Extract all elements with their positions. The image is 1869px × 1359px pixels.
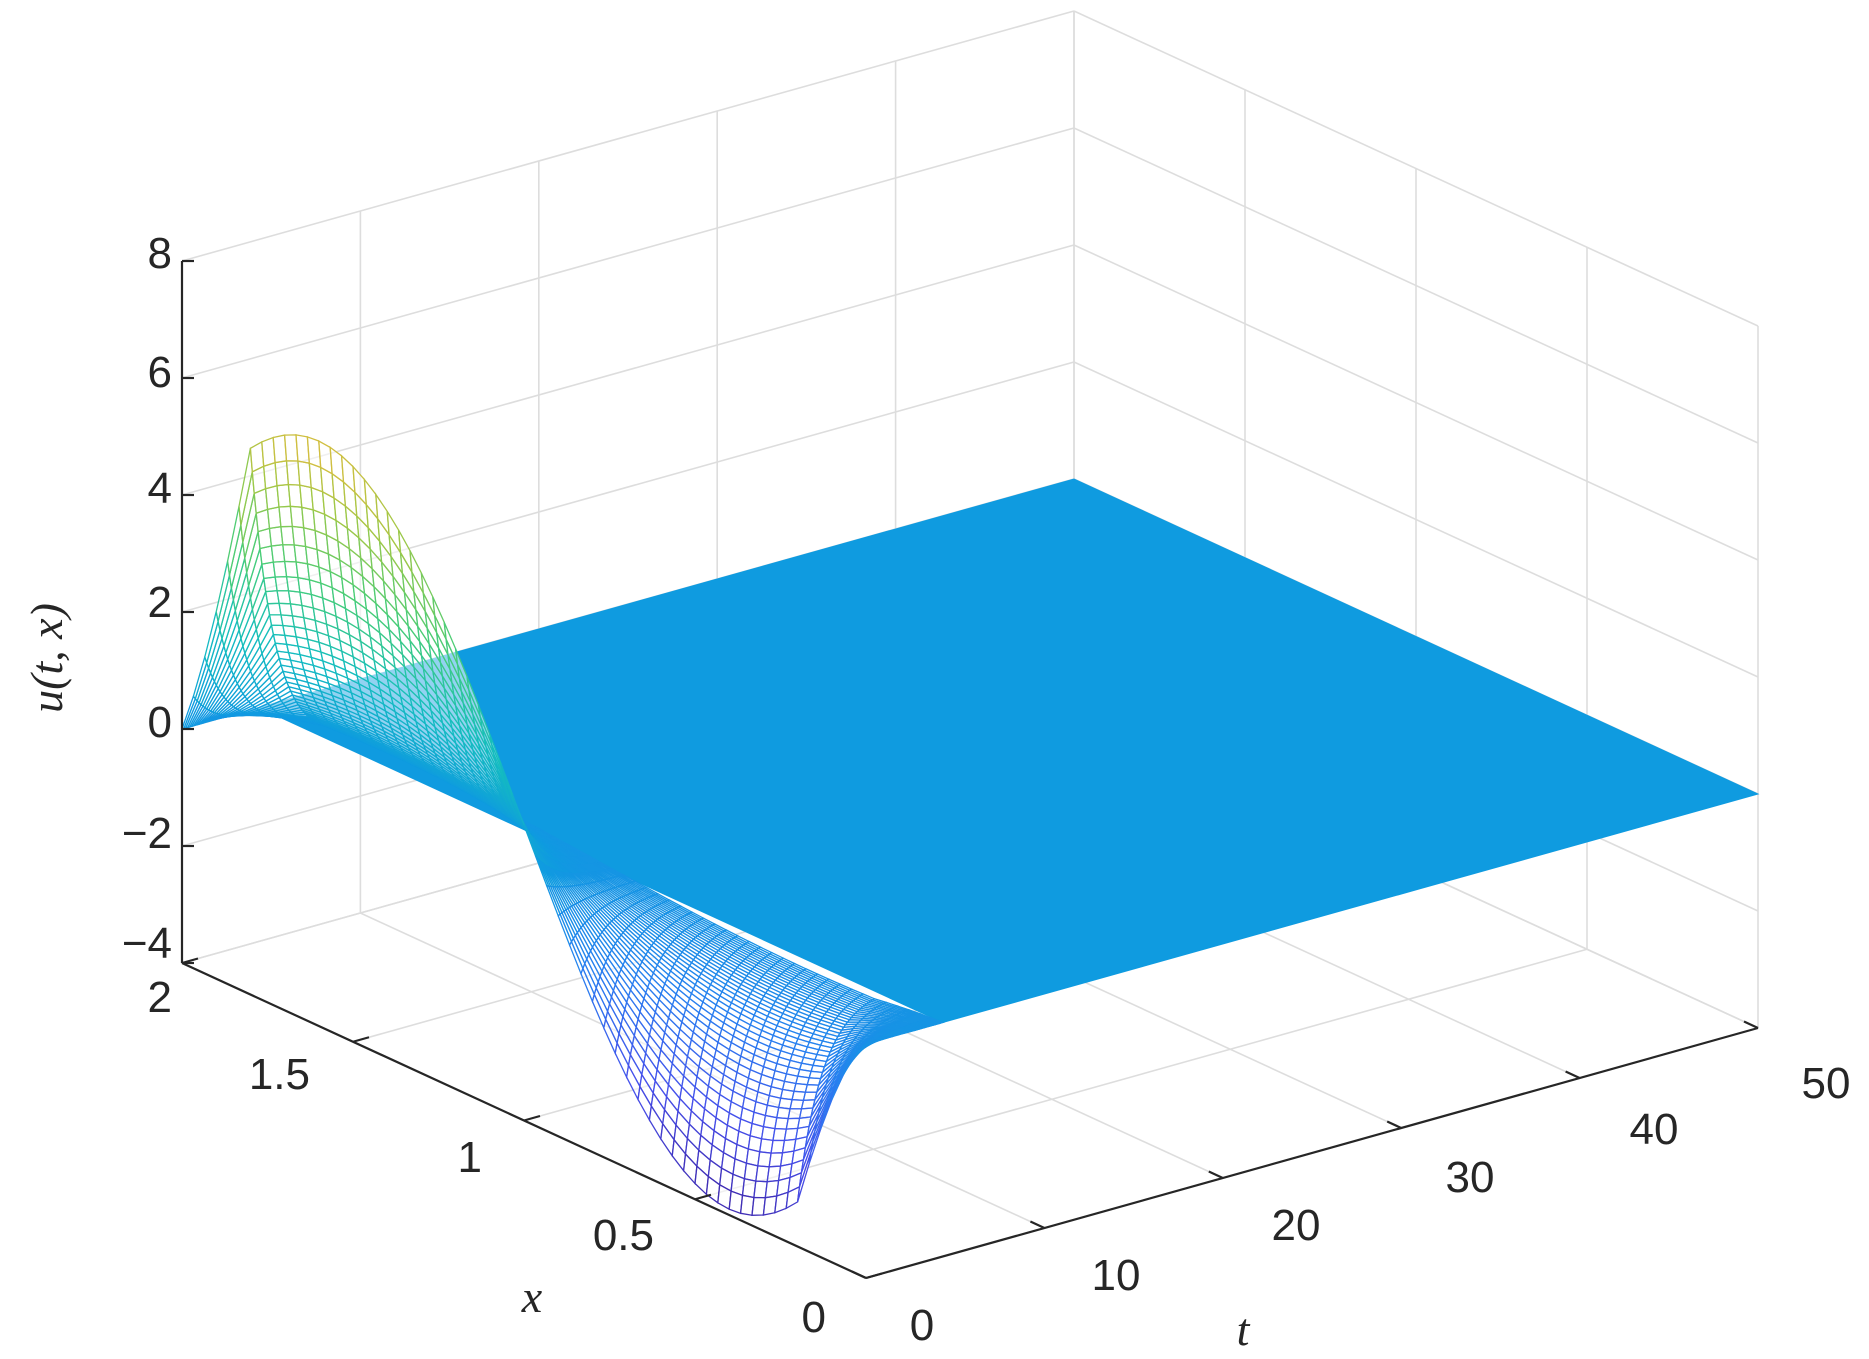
t-tick-label: 0 xyxy=(910,1301,934,1350)
x-axis-tick xyxy=(523,1114,541,1122)
axes xyxy=(180,259,1759,1280)
z-tick-label: 2 xyxy=(148,578,172,627)
t-axis-label: t xyxy=(1237,1304,1251,1355)
surface-cell xyxy=(774,1191,789,1214)
floor-grid-line xyxy=(694,948,1588,1201)
t-axis-tick xyxy=(1743,1020,1759,1029)
z-tick-label: −4 xyxy=(122,919,172,968)
t-axis-tick xyxy=(1029,1220,1045,1229)
t-tick-label: 40 xyxy=(1630,1105,1679,1154)
t-axis-line xyxy=(865,1026,1759,1280)
wall-grid-line xyxy=(1073,361,1759,678)
x-tick-label: 1.5 xyxy=(249,1050,310,1099)
wall-grid-line xyxy=(1073,244,1759,561)
x-tick-label: 0 xyxy=(802,1293,826,1342)
x-tick-label: 2 xyxy=(148,973,172,1022)
surface-mesh xyxy=(180,434,1760,1217)
z-tick-label: 6 xyxy=(148,348,172,397)
t-tick-label: 20 xyxy=(1272,1201,1321,1250)
x-axis-label: x xyxy=(521,1271,543,1322)
z-axis-label: u(t, x) xyxy=(21,603,72,713)
t-axis-tick-labels: 0 10 20 30 40 50 xyxy=(910,1059,1851,1350)
surface-cell xyxy=(854,1042,869,1057)
t-tick-label: 50 xyxy=(1802,1059,1851,1108)
wall-grid-line xyxy=(1073,127,1759,444)
z-tick-label: 8 xyxy=(148,229,172,278)
z-axis-tick-labels: −4 −2 0 2 4 6 8 xyxy=(122,229,172,968)
x-tick-label: 1 xyxy=(458,1133,482,1182)
z-tick-label: 4 xyxy=(148,464,172,513)
t-axis-tick xyxy=(1208,1170,1224,1179)
wall-grid-line xyxy=(181,10,1075,262)
z-tick-label: −2 xyxy=(122,809,172,858)
t-axis-tick xyxy=(851,1270,867,1279)
t-tick-label: 10 xyxy=(1092,1251,1141,1300)
x-axis-tick-labels: 0 0.5 1 1.5 2 xyxy=(148,973,826,1342)
x-tick-label: 0.5 xyxy=(593,1211,654,1260)
x-axis-tick xyxy=(694,1193,712,1201)
steady-plane xyxy=(257,478,1760,1024)
z-tick-label: 0 xyxy=(148,698,172,747)
wall-grid-line xyxy=(1073,10,1759,327)
x-axis-tick xyxy=(352,1036,370,1043)
t-tick-label: 30 xyxy=(1446,1153,1495,1202)
t-axis-tick xyxy=(1386,1120,1402,1129)
x-axis-tick xyxy=(181,957,199,965)
t-axis-tick xyxy=(1565,1070,1581,1079)
wall-grid-line xyxy=(181,127,1075,379)
